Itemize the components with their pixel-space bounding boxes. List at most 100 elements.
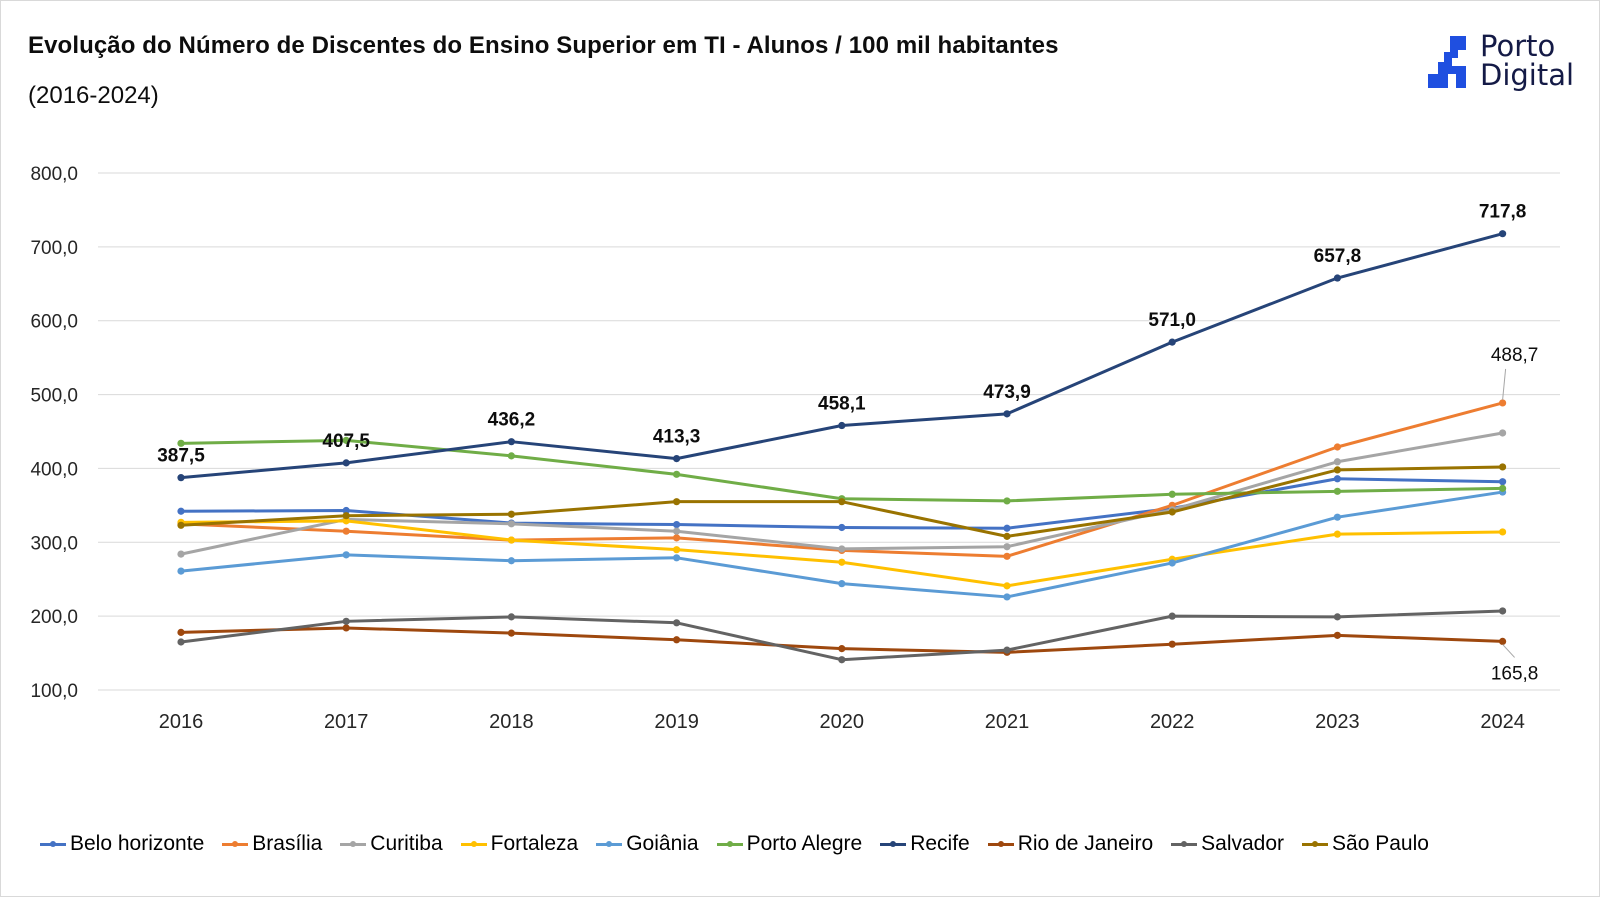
y-tick-label: 300,0 bbox=[30, 533, 78, 554]
chart-subtitle: (2016-2024) bbox=[28, 82, 159, 109]
data-point bbox=[1499, 478, 1507, 486]
data-label: 407,5 bbox=[322, 431, 370, 452]
data-point bbox=[342, 436, 350, 444]
data-point bbox=[507, 536, 515, 544]
y-axis-ticks: 100,0 200,0 300,0 400,0 500,0 600,0 700,0 800,0 bbox=[30, 164, 78, 702]
legend-item: Belo horizonte bbox=[40, 832, 204, 856]
series-line bbox=[179, 232, 1505, 480]
data-point bbox=[1499, 607, 1507, 615]
y-tick-label: 100,0 bbox=[30, 681, 78, 702]
legend-swatch-icon bbox=[1302, 837, 1329, 851]
logo-text-line2: Digital bbox=[1480, 58, 1575, 92]
data-point bbox=[1003, 543, 1011, 551]
x-axis-ticks: 2016 2017 2018 2019 2020 2021 2022 2023 2024 bbox=[159, 711, 1525, 733]
data-label: 387,5 bbox=[157, 446, 205, 467]
data-point bbox=[1168, 640, 1176, 648]
legend-item: Salvador bbox=[1171, 832, 1284, 856]
legend-swatch-icon bbox=[880, 837, 907, 851]
legend-swatch-icon bbox=[340, 837, 367, 851]
data-point bbox=[673, 636, 681, 644]
data-point bbox=[1499, 528, 1507, 536]
data-point bbox=[1499, 637, 1507, 646]
legend-swatch-icon bbox=[987, 837, 1014, 851]
legend-item: Rio de Janeiro bbox=[987, 832, 1153, 856]
data-point bbox=[838, 498, 846, 506]
series-rio-de-janeiro bbox=[177, 624, 1507, 656]
series-são-paulo bbox=[177, 463, 1507, 540]
data-point bbox=[1333, 613, 1341, 621]
data-point bbox=[673, 520, 681, 529]
data-label: 657,8 bbox=[1314, 246, 1362, 267]
data-point bbox=[342, 551, 350, 559]
legend-item: São Paulo bbox=[1302, 832, 1429, 856]
leader-line bbox=[1502, 368, 1507, 400]
legend-label: Fortaleza bbox=[490, 832, 579, 855]
data-point bbox=[507, 613, 515, 621]
data-point bbox=[177, 507, 185, 515]
porto-digital-logo-icon bbox=[1428, 36, 1466, 88]
legend-swatch-icon bbox=[596, 837, 623, 851]
data-point bbox=[342, 517, 350, 525]
data-point bbox=[507, 438, 515, 446]
data-point bbox=[1003, 582, 1011, 590]
data-point bbox=[177, 521, 185, 529]
data-point bbox=[1003, 552, 1011, 560]
legend-label: Curitiba bbox=[370, 832, 443, 855]
data-point bbox=[1168, 559, 1176, 567]
series-salvador bbox=[177, 607, 1507, 664]
data-point bbox=[1499, 463, 1507, 471]
legend-item: Brasília bbox=[222, 832, 322, 856]
data-point bbox=[507, 510, 515, 518]
x-tick-label: 2021 bbox=[985, 711, 1030, 733]
series-lines bbox=[177, 230, 1507, 664]
data-point bbox=[342, 527, 350, 535]
x-tick-label: 2019 bbox=[654, 711, 699, 733]
data-point bbox=[507, 557, 515, 565]
data-point bbox=[1168, 490, 1176, 498]
legend-label: Recife bbox=[910, 832, 970, 855]
data-label: 458,1 bbox=[818, 394, 866, 415]
data-point bbox=[838, 523, 846, 532]
data-point bbox=[1003, 593, 1011, 601]
series-goiânia bbox=[177, 488, 1507, 601]
data-point bbox=[1499, 399, 1507, 407]
data-point bbox=[507, 520, 515, 528]
x-tick-label: 2024 bbox=[1480, 711, 1525, 733]
data-point bbox=[1333, 458, 1341, 466]
x-tick-label: 2016 bbox=[159, 711, 204, 733]
legend-swatch-icon bbox=[222, 837, 249, 851]
x-tick-label: 2017 bbox=[324, 711, 369, 733]
data-label: 571,0 bbox=[1148, 310, 1196, 331]
data-point bbox=[673, 546, 681, 554]
y-tick-label: 700,0 bbox=[30, 238, 78, 259]
data-point bbox=[1333, 475, 1341, 483]
data-point bbox=[1003, 410, 1011, 418]
data-point bbox=[342, 624, 350, 632]
data-point bbox=[1333, 274, 1341, 282]
data-point bbox=[1168, 612, 1176, 620]
legend-label: Porto Alegre bbox=[746, 832, 863, 855]
x-tick-label: 2022 bbox=[1150, 711, 1195, 733]
legend-item: Porto Alegre bbox=[716, 832, 863, 856]
data-point bbox=[1003, 524, 1011, 532]
data-point bbox=[1333, 513, 1341, 521]
data-point bbox=[1333, 487, 1341, 495]
series-line bbox=[179, 609, 1505, 662]
logo-text: Porto Digital bbox=[1480, 32, 1574, 90]
data-point bbox=[1333, 443, 1341, 451]
data-point bbox=[1003, 646, 1011, 654]
data-point bbox=[673, 554, 681, 562]
data-point bbox=[673, 455, 681, 463]
data-point bbox=[1333, 466, 1341, 474]
data-point bbox=[1333, 631, 1341, 639]
legend-swatch-icon bbox=[460, 837, 487, 851]
data-label: 717,8 bbox=[1479, 202, 1527, 223]
x-tick-label: 2020 bbox=[820, 711, 865, 733]
data-point bbox=[1168, 338, 1176, 346]
data-point bbox=[673, 534, 681, 542]
legend-label: Belo horizonte bbox=[70, 832, 205, 855]
data-point bbox=[1003, 532, 1011, 540]
y-tick-label: 400,0 bbox=[30, 459, 78, 480]
porto-digital-logo: Porto Digital bbox=[1428, 32, 1588, 96]
